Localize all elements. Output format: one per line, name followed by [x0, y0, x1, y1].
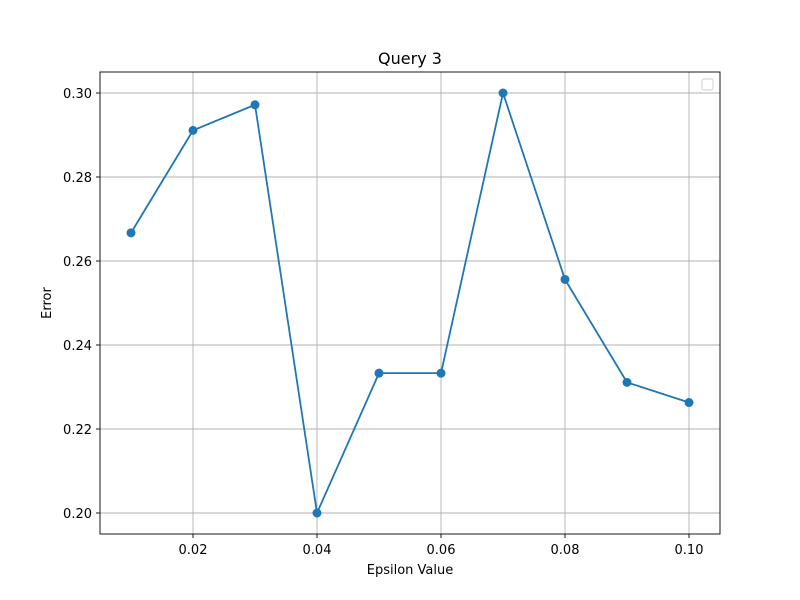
series-layer [126, 88, 694, 518]
grid [100, 72, 720, 534]
y-axis: 0.20 0.22 0.24 0.26 0.28 0.30 [63, 87, 100, 522]
data-point [622, 377, 632, 387]
data-point [560, 274, 570, 284]
chart-title: Query 3 [378, 49, 442, 68]
y-tick-label: 0.24 [63, 339, 92, 354]
y-tick-label: 0.26 [63, 255, 92, 270]
data-point [126, 228, 136, 238]
data-point [498, 88, 508, 98]
x-tick-label: 0.04 [303, 543, 332, 558]
data-point [312, 508, 322, 518]
y-tick-label: 0.22 [63, 423, 92, 438]
x-tick-label: 0.02 [179, 543, 208, 558]
data-point [436, 368, 446, 378]
y-tick-label: 0.28 [63, 171, 92, 186]
x-tick-label: 0.10 [675, 543, 704, 558]
y-axis-label: Error [40, 287, 55, 319]
x-axis-label: Epsilon Value [367, 563, 454, 578]
series-line [130, 92, 690, 514]
x-tick-label: 0.08 [551, 543, 580, 558]
plot-frame [99, 71, 721, 535]
x-tick-label: 0.06 [427, 543, 456, 558]
data-point [684, 398, 694, 408]
data-point [250, 100, 260, 110]
data-point [374, 368, 384, 378]
x-axis: 0.02 0.04 0.06 0.08 0.10 [179, 534, 704, 558]
legend-box [701, 78, 714, 91]
data-point [188, 125, 198, 135]
y-tick-label: 0.30 [63, 87, 92, 102]
y-tick-label: 0.20 [63, 507, 92, 522]
